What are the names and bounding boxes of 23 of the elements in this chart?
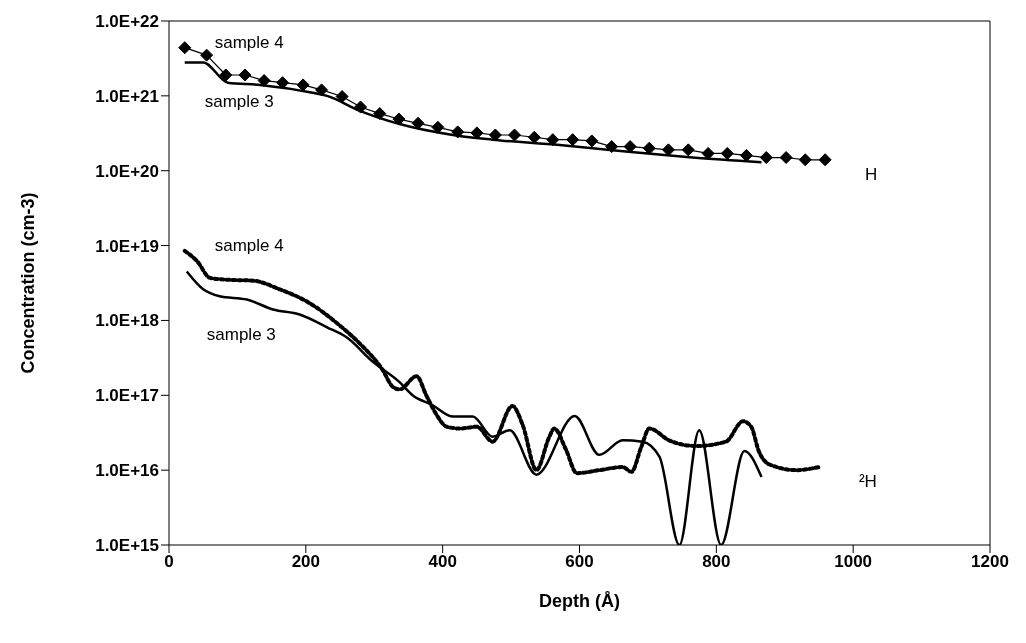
- y-tick-label: 1.0E+18: [95, 311, 159, 331]
- x-tick-label: 1000: [834, 552, 873, 572]
- y-tick-label: 1.0E+19: [95, 236, 159, 256]
- annotation: H: [865, 164, 878, 184]
- series-label: sample 3: [204, 92, 274, 112]
- y-tick-label: 1.0E+20: [95, 161, 159, 181]
- x-axis-title: Depth (Å): [539, 591, 620, 611]
- x-tick-label: 0: [164, 552, 174, 572]
- series-label: sample 4: [214, 235, 284, 255]
- y-tick-label: 1.0E+22: [95, 12, 159, 32]
- x-tick-label: 1200: [971, 552, 1009, 572]
- x-tick-label: 200: [291, 552, 321, 572]
- x-tick-label: 800: [702, 552, 731, 572]
- y-tick-label: 1.0E+21: [95, 86, 159, 106]
- y-tick-label: 1.0E+16: [95, 461, 159, 481]
- x-tick-label: 600: [565, 552, 594, 572]
- y-tick-label: 1.0E+17: [95, 386, 159, 406]
- y-tick-label: 1.0E+15: [95, 536, 159, 556]
- y-axis-title: Concentration (cm-3): [18, 192, 39, 374]
- series-label: sample 3: [206, 324, 276, 344]
- series-label: sample 4: [214, 32, 284, 52]
- annotation: ²H: [858, 472, 877, 492]
- x-tick-label: 400: [428, 552, 457, 572]
